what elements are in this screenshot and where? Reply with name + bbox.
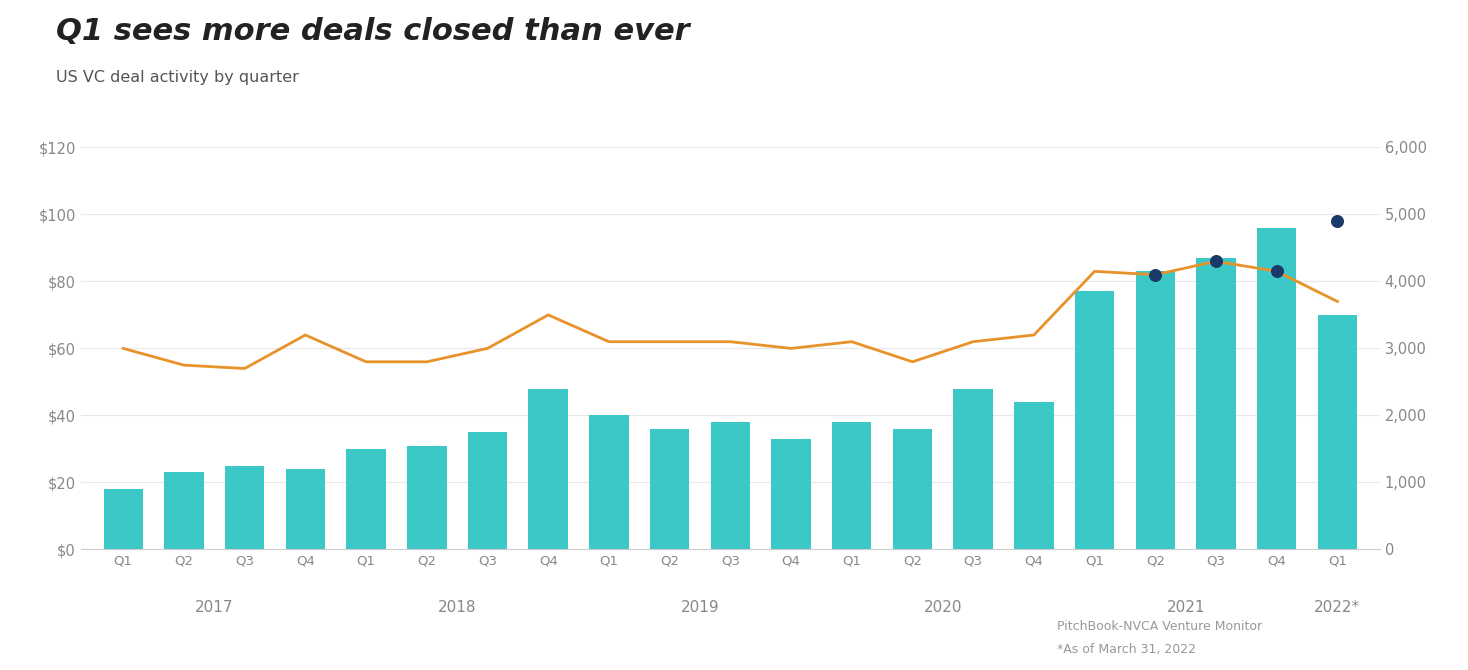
Bar — [1014, 402, 1054, 549]
Point — [1144, 269, 1167, 280]
Bar — [528, 389, 568, 549]
Text: 2021: 2021 — [1167, 600, 1205, 614]
Text: US VC deal activity by quarter: US VC deal activity by quarter — [56, 70, 298, 85]
Point — [1326, 216, 1349, 226]
Bar — [771, 439, 810, 549]
Bar — [286, 469, 324, 549]
Bar — [1318, 315, 1356, 549]
Bar — [953, 389, 992, 549]
Bar — [589, 415, 628, 549]
Text: 2019: 2019 — [681, 600, 719, 614]
Bar — [225, 466, 264, 549]
Bar — [468, 432, 508, 549]
Text: 2022*: 2022* — [1314, 600, 1361, 614]
Bar — [1075, 291, 1114, 549]
Text: 2020: 2020 — [923, 600, 962, 614]
Bar — [407, 446, 446, 549]
Point — [1265, 266, 1289, 277]
Bar — [650, 429, 690, 549]
Bar — [1257, 228, 1296, 549]
Bar — [346, 449, 386, 549]
Bar — [893, 429, 932, 549]
Bar — [104, 489, 142, 549]
Bar — [711, 422, 750, 549]
Text: *As of March 31, 2022: *As of March 31, 2022 — [1057, 643, 1196, 656]
Text: 2018: 2018 — [437, 600, 477, 614]
Bar — [1196, 258, 1236, 549]
Text: Q1 sees more deals closed than ever: Q1 sees more deals closed than ever — [56, 17, 690, 46]
Bar — [832, 422, 872, 549]
Bar — [1136, 271, 1174, 549]
Text: PitchBook-NVCA Venture Monitor: PitchBook-NVCA Venture Monitor — [1057, 620, 1262, 632]
Text: 2017: 2017 — [195, 600, 233, 614]
Point — [1204, 256, 1227, 267]
Bar — [164, 472, 204, 549]
